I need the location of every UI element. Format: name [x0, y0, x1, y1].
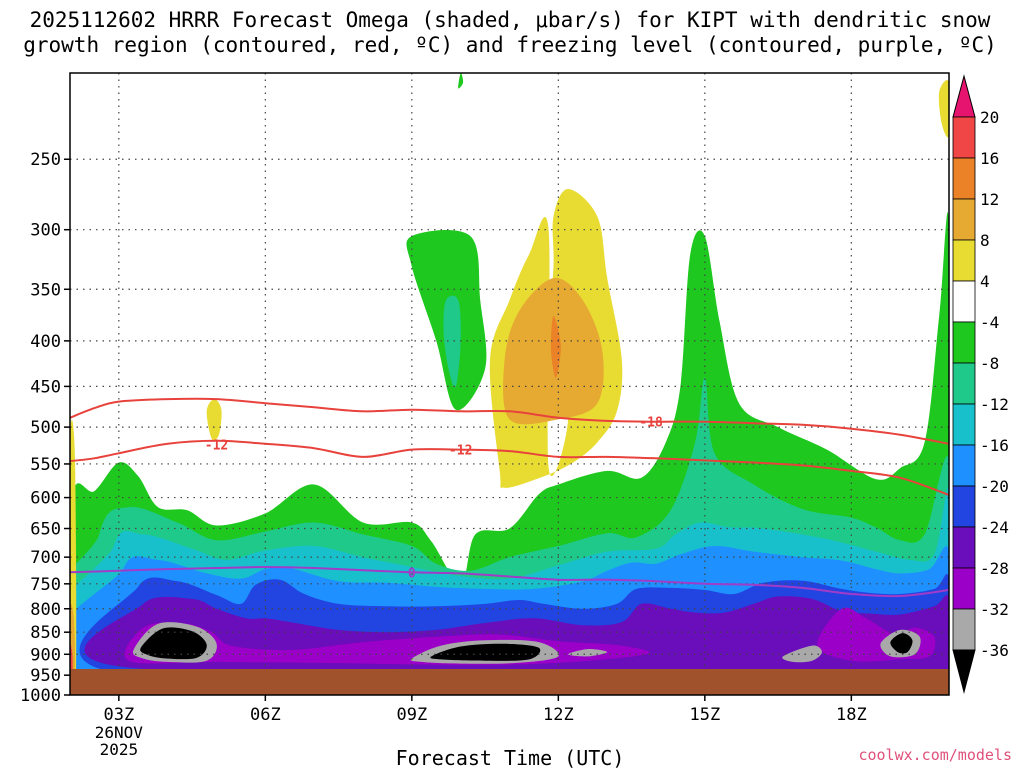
x-tick-sublabel-1: 2025	[100, 740, 139, 759]
x-tick-label-18Z: 18Z	[836, 705, 867, 725]
colorbar-label-13: -36	[980, 641, 1009, 660]
omega-region-13	[782, 645, 822, 663]
colorbar-label-5: -4	[980, 313, 999, 332]
chart-title-line-1: 2025112602 HRRR Forecast Omega (shaded, …	[30, 8, 991, 32]
x-tick-label-09Z: 09Z	[396, 705, 427, 725]
y-tick-label-450: 450	[30, 377, 61, 397]
y-tick-label-600: 600	[30, 489, 61, 509]
colorbar-bin-0	[952, 116, 976, 159]
contour-0	[69, 397, 950, 445]
colorbar-bin-4	[952, 280, 976, 323]
colorbar-label-4: 4	[980, 272, 990, 291]
colorbar-bin-11	[952, 567, 976, 610]
x-axis-title: Forecast Time (UTC)	[396, 746, 625, 768]
omega-region-21	[550, 315, 561, 378]
colorbar-label-9: -20	[980, 477, 1009, 496]
colorbar-bin-6	[952, 362, 976, 405]
y-tick-label-550: 550	[30, 455, 61, 475]
contour-1	[69, 439, 950, 496]
omega-shading	[70, 73, 949, 695]
colorbar-bin-1	[952, 157, 976, 200]
y-axis: 2503003504004505005506006507007508008509…	[20, 150, 70, 706]
omega-region-17	[890, 633, 913, 654]
y-tick-label-300: 300	[30, 221, 61, 241]
x-tick-label-06Z: 06Z	[250, 705, 281, 725]
colorbar-bin-9	[952, 485, 976, 528]
x-tick-sublabel-0: 26NOV	[95, 723, 144, 742]
y-tick-label-750: 750	[30, 575, 61, 595]
watermark: coolwx.com/models	[858, 746, 1012, 764]
colorbar-label-3: 8	[980, 231, 990, 250]
x-tick-label-03Z: 03Z	[103, 705, 134, 725]
colorbar-bin-10	[952, 526, 976, 569]
colorbar-label-11: -28	[980, 559, 1009, 578]
chart-title-line-2: growth region (contoured, red, ºC) and f…	[23, 33, 997, 57]
colorbar-bin-5	[952, 321, 976, 364]
contour-label-2: -18	[639, 416, 663, 431]
y-tick-label-250: 250	[30, 150, 61, 170]
contour-label-0: -12	[205, 439, 228, 454]
colorbar-label-10: -24	[980, 518, 1009, 537]
colorbar-label-2: 12	[980, 190, 999, 209]
colorbar-label-7: -12	[980, 395, 1009, 414]
omega-region-22	[206, 399, 222, 441]
y-tick-label-1000: 1000	[20, 686, 61, 706]
colorbar-label-0: 20	[980, 108, 999, 127]
ground	[70, 669, 949, 695]
colorbar-label-1: 16	[980, 149, 999, 168]
colorbar-bin-3	[952, 239, 976, 282]
y-tick-label-500: 500	[30, 418, 61, 438]
colorbar-bottom-arrow	[952, 649, 976, 694]
omega-region-18	[458, 73, 464, 89]
colorbar-label-12: -32	[980, 600, 1009, 619]
plot-frame	[69, 72, 950, 696]
colorbar-label-8: -16	[980, 436, 1009, 455]
temperature-contours: -12 -12 -18 0	[69, 397, 950, 598]
x-tick-label-12Z: 12Z	[543, 705, 574, 725]
y-tick-label-850: 850	[30, 623, 61, 643]
colorbar-top-arrow	[952, 74, 976, 118]
y-tick-label-700: 700	[30, 548, 61, 568]
contour-label-1: -12	[449, 444, 472, 459]
omega-region-23	[938, 79, 949, 138]
colorbar-bin-2	[952, 198, 976, 241]
contour-label-3: 0	[408, 566, 416, 581]
y-tick-label-950: 950	[30, 666, 61, 686]
y-tick-label-350: 350	[30, 280, 61, 300]
omega-region-15	[140, 627, 207, 660]
colorbar-bin-7	[952, 403, 976, 446]
colorbar: 20 16 12 8 4 -4 -8 -12 -16 -20 -24 -28 -32 -36	[952, 74, 1009, 694]
omega-region-3	[443, 295, 461, 388]
y-tick-label-900: 900	[30, 645, 61, 665]
x-tick-label-15Z: 15Z	[689, 705, 720, 725]
y-tick-label-400: 400	[30, 332, 61, 352]
y-tick-label-800: 800	[30, 600, 61, 620]
colorbar-bin-8	[952, 444, 976, 487]
colorbar-bin-12	[952, 608, 976, 651]
omega-region-16	[430, 643, 541, 661]
ground-fill	[70, 669, 949, 695]
y-tick-label-650: 650	[30, 520, 61, 540]
contour-2	[69, 565, 950, 598]
colorbar-label-6: -8	[980, 354, 999, 373]
